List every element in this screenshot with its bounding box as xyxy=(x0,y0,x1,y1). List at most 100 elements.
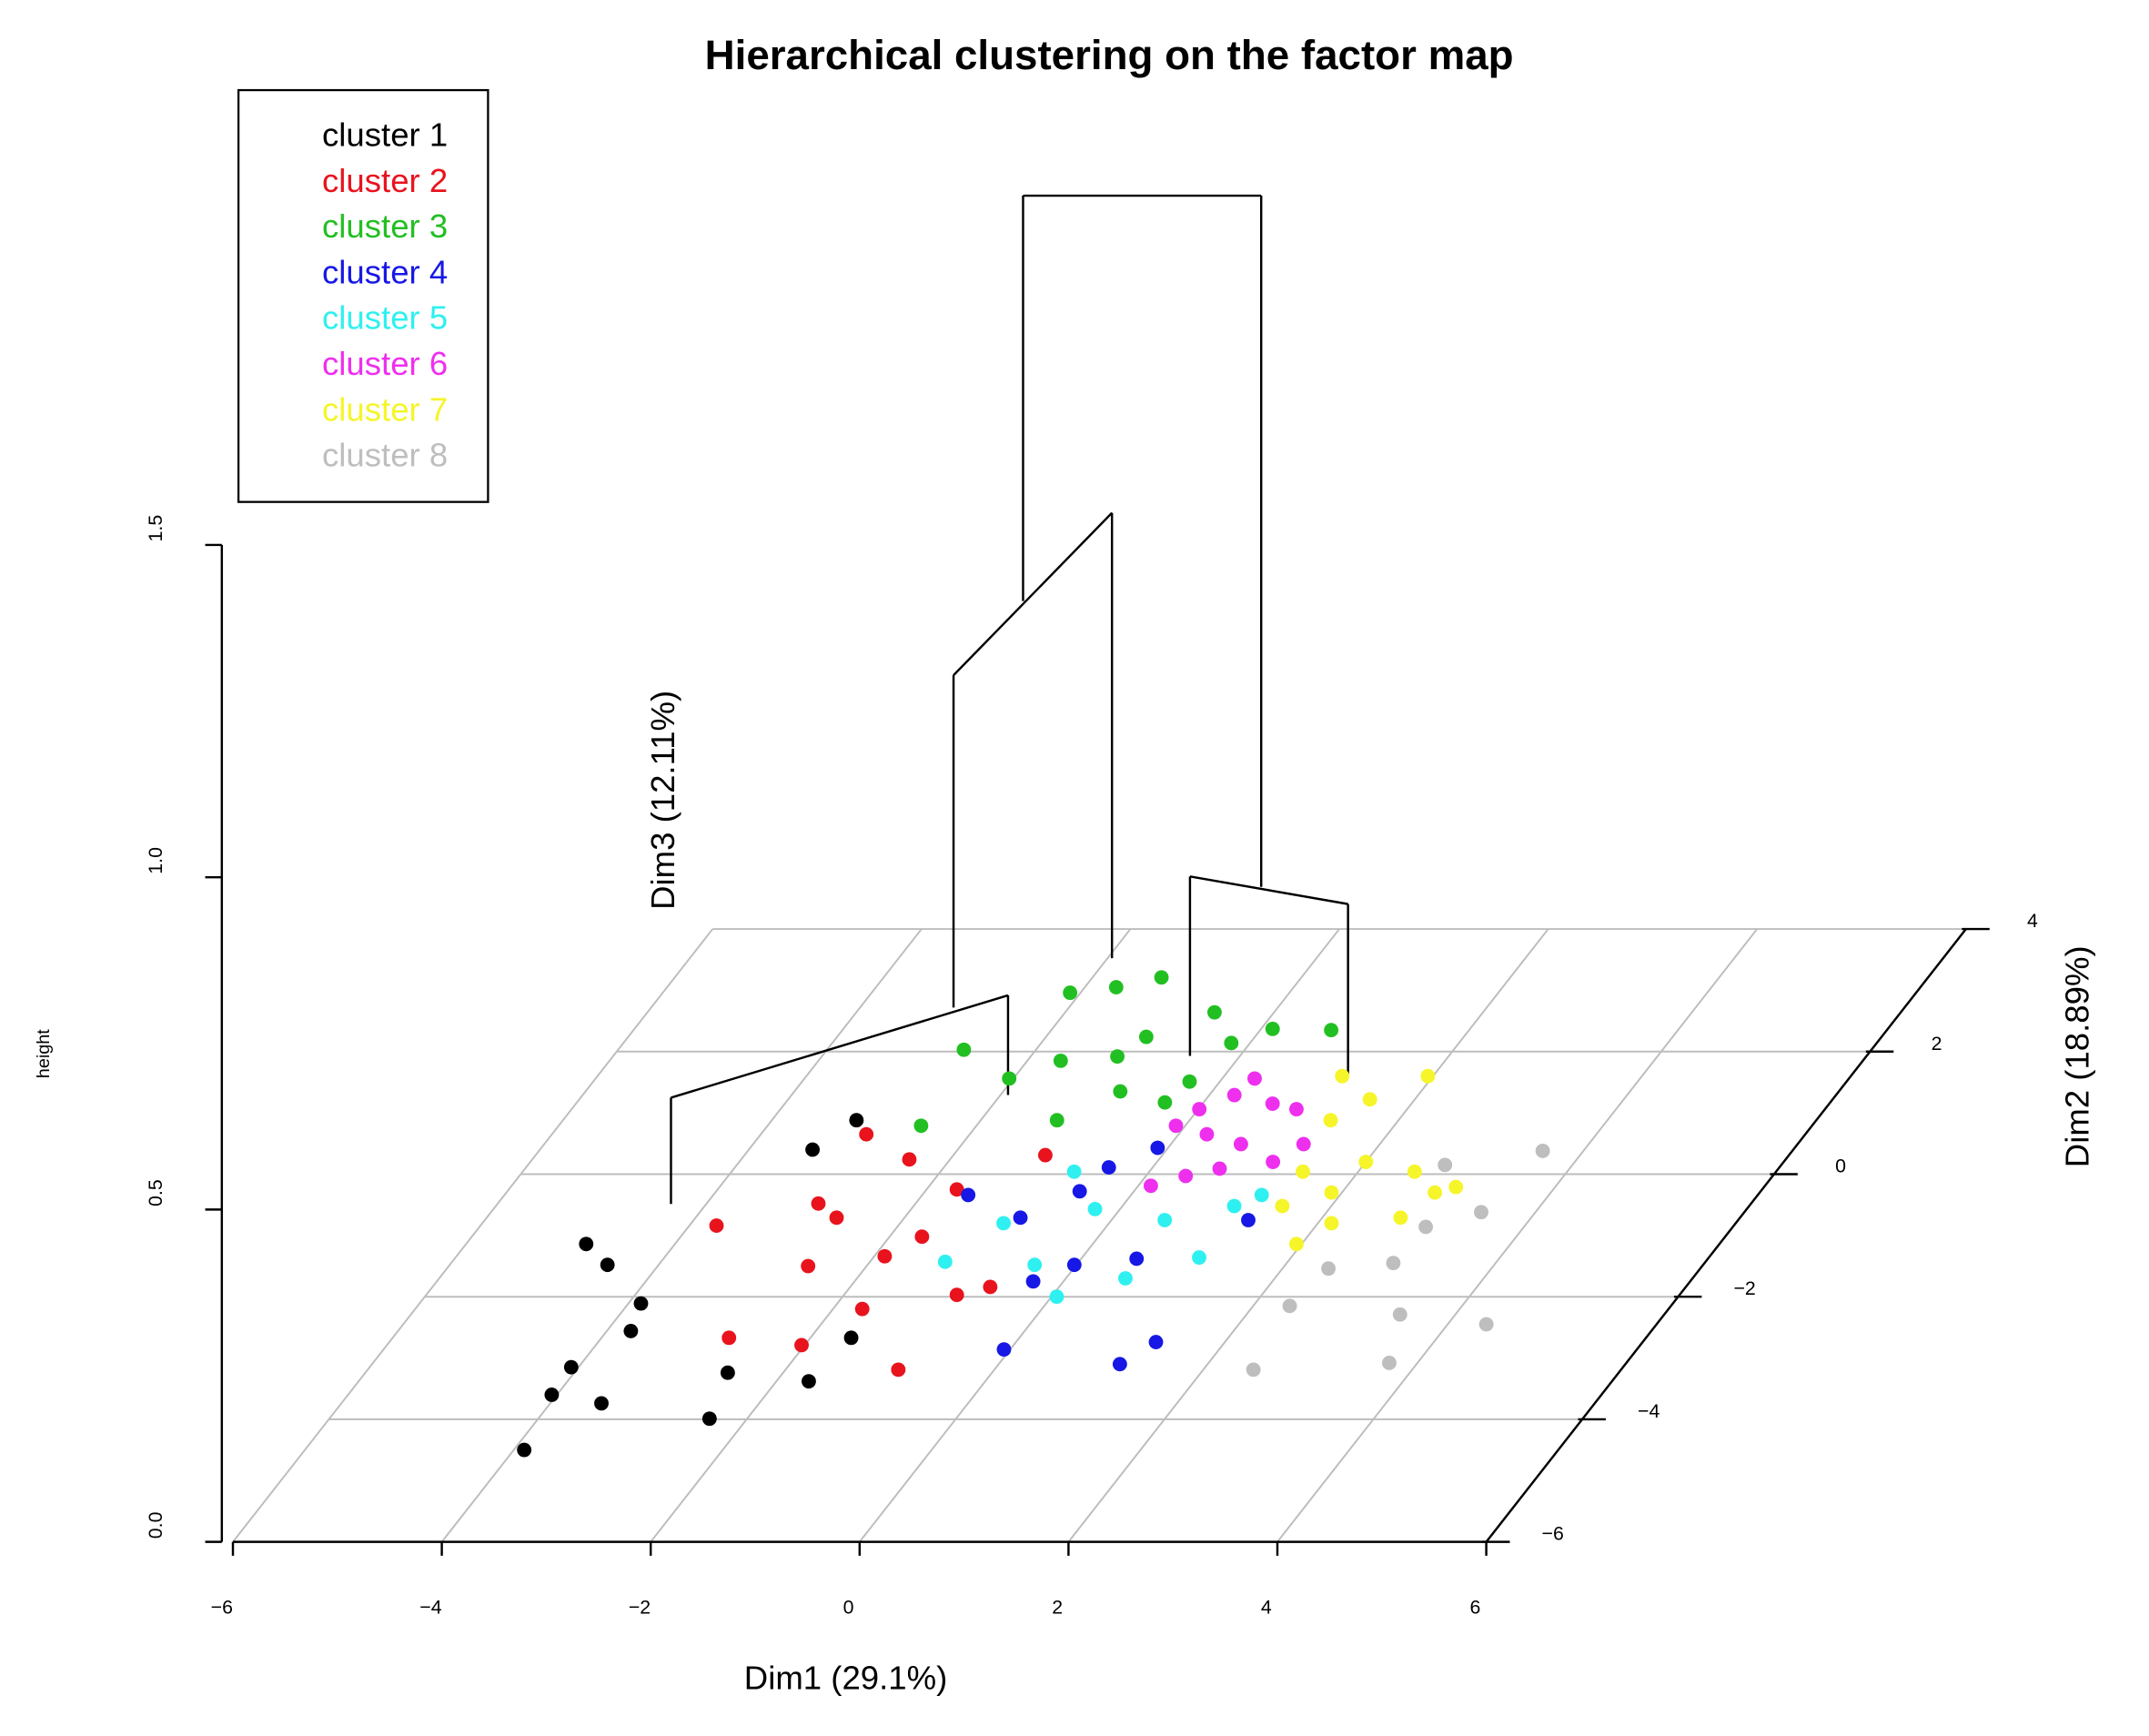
legend-label: cluster 7 xyxy=(322,390,448,428)
data-point xyxy=(1448,1179,1464,1195)
data-point xyxy=(1150,1140,1165,1156)
height-tick-label: 0.0 xyxy=(145,1511,166,1539)
data-point xyxy=(1246,1362,1261,1378)
data-point xyxy=(579,1236,594,1252)
data-point xyxy=(1053,1053,1068,1068)
data-point xyxy=(1049,1113,1064,1128)
data-point xyxy=(1254,1187,1269,1203)
data-point xyxy=(914,1229,930,1245)
legend-box xyxy=(237,88,489,503)
data-point xyxy=(1049,1289,1064,1305)
data-point xyxy=(1438,1157,1453,1173)
data-point xyxy=(1110,1049,1125,1065)
data-point xyxy=(996,1216,1011,1231)
data-point xyxy=(859,1126,874,1142)
data-point xyxy=(1247,1071,1262,1086)
data-point xyxy=(721,1330,737,1346)
data-point xyxy=(1386,1256,1401,1271)
data-point xyxy=(1027,1257,1043,1273)
grid-line xyxy=(1276,928,1759,1543)
dendrogram-bar xyxy=(1189,875,1348,905)
data-point xyxy=(1168,1118,1184,1134)
data-point xyxy=(1282,1298,1297,1314)
data-point xyxy=(849,1113,864,1128)
data-point xyxy=(801,1258,816,1274)
x-tick-label: −6 xyxy=(211,1596,233,1618)
data-point xyxy=(1025,1274,1041,1289)
data-point xyxy=(1157,1213,1173,1227)
data-point xyxy=(1323,1113,1338,1128)
y-tick-label: 4 xyxy=(2027,910,2038,932)
data-point xyxy=(517,1442,532,1458)
data-point xyxy=(1038,1147,1053,1163)
dendrogram-bar xyxy=(953,511,1114,677)
data-point xyxy=(1138,1029,1154,1045)
data-point xyxy=(1321,1261,1336,1277)
legend-label: cluster 6 xyxy=(322,345,448,382)
data-point xyxy=(633,1296,649,1311)
data-point xyxy=(996,1342,1012,1358)
data-point xyxy=(1087,1201,1103,1216)
data-point xyxy=(709,1218,724,1233)
data-point xyxy=(1066,1164,1082,1179)
x-tick-label: 6 xyxy=(1469,1596,1480,1618)
data-point xyxy=(701,1411,717,1427)
data-point xyxy=(1233,1136,1248,1152)
data-point xyxy=(1392,1307,1407,1322)
data-point xyxy=(1324,1216,1339,1231)
legend-label: cluster 1 xyxy=(322,116,448,154)
data-point xyxy=(1358,1155,1374,1169)
data-point xyxy=(811,1196,826,1211)
data-point xyxy=(594,1396,609,1411)
data-point xyxy=(949,1182,964,1197)
data-point xyxy=(1192,1102,1207,1117)
grid-line xyxy=(650,928,1132,1543)
data-point xyxy=(1428,1185,1443,1200)
data-point xyxy=(623,1324,639,1338)
data-point xyxy=(1335,1068,1350,1084)
height-tick-label: 1.0 xyxy=(145,847,166,874)
legend-label: cluster 2 xyxy=(322,162,448,199)
data-point xyxy=(956,1042,972,1057)
data-point xyxy=(1113,1084,1128,1099)
data-point xyxy=(891,1362,906,1378)
data-point xyxy=(600,1257,615,1273)
data-point xyxy=(1072,1184,1087,1199)
data-point xyxy=(1157,1095,1173,1110)
height-tick-label: 0.5 xyxy=(145,1179,166,1206)
data-point xyxy=(1420,1068,1436,1084)
data-point xyxy=(949,1287,964,1303)
z-axis-title: Dim3 (12.11%) xyxy=(644,691,681,910)
data-point xyxy=(961,1187,976,1203)
chart-title: Hierarchical clustering on the factor ma… xyxy=(705,32,1514,78)
data-point xyxy=(829,1210,844,1226)
data-point xyxy=(1266,1155,1281,1169)
data-point xyxy=(1474,1205,1488,1220)
legend-label: cluster 5 xyxy=(322,299,448,337)
data-point xyxy=(1192,1250,1206,1266)
x-tick-label: 4 xyxy=(1261,1596,1272,1618)
data-point xyxy=(1148,1335,1164,1349)
y-tick-label: 0 xyxy=(1835,1156,1846,1177)
data-point xyxy=(563,1359,579,1375)
data-point xyxy=(720,1365,735,1380)
y-tick-label: 2 xyxy=(1932,1033,1942,1055)
data-point xyxy=(1288,1236,1304,1252)
data-point xyxy=(1013,1210,1028,1226)
height-axis-title: height xyxy=(34,1029,54,1078)
data-point xyxy=(1002,1071,1017,1086)
data-point xyxy=(854,1301,870,1317)
data-point xyxy=(1382,1356,1397,1370)
data-point xyxy=(913,1118,929,1134)
data-point xyxy=(983,1279,998,1295)
data-point xyxy=(1275,1198,1290,1214)
data-point xyxy=(1154,970,1169,985)
height-tick-label: 1.5 xyxy=(145,515,166,542)
data-point xyxy=(1143,1178,1158,1194)
data-point xyxy=(1101,1160,1116,1176)
data-point xyxy=(1118,1271,1133,1286)
data-point xyxy=(805,1142,821,1157)
data-point xyxy=(1226,1087,1242,1103)
